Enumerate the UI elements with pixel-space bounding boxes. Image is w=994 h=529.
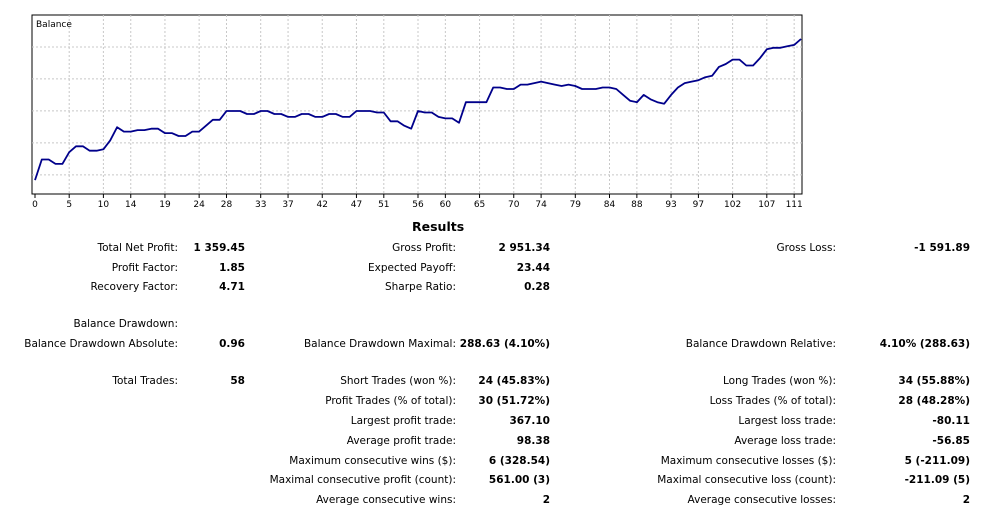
profit-factor-label: Profit Factor: <box>111 262 178 274</box>
largest-profit-trade-value: 367.10 <box>509 415 550 427</box>
profit-trades-value: 30 (51.72%) <box>478 395 550 407</box>
x-tick-label: 10 <box>98 200 110 210</box>
gross-profit-label: Gross Profit: <box>392 242 456 254</box>
sharpe-ratio-label: Sharpe Ratio: <box>384 281 456 293</box>
x-tick-label: 70 <box>508 200 520 210</box>
balance-drawdown-relative-label: Balance Drawdown Relative: <box>685 338 836 350</box>
x-tick-label: 14 <box>125 200 137 210</box>
sharpe-ratio-value: 0.28 <box>524 281 550 293</box>
profit-factor-value: 1.85 <box>219 262 245 274</box>
maximal-consecutive-loss-value: -211.09 (5) <box>904 474 970 486</box>
expected-payoff-label: Expected Payoff: <box>367 262 456 274</box>
max-consecutive-wins-value: 6 (328.54) <box>488 455 550 467</box>
gross-profit-value: 2 951.34 <box>498 242 550 254</box>
average-loss-trade-value: -56.85 <box>932 435 970 447</box>
x-tick-label: 93 <box>665 200 676 210</box>
x-tick-label: 88 <box>631 200 643 210</box>
short-trades-value: 24 (45.83%) <box>478 375 550 387</box>
x-tick-label: 37 <box>282 200 293 210</box>
average-consecutive-losses-value: 2 <box>962 494 970 506</box>
balance-drawdown-absolute-label: Balance Drawdown Absolute: <box>24 338 178 350</box>
x-tick-label: 51 <box>378 200 389 210</box>
x-tick-label: 28 <box>221 200 233 210</box>
max-consecutive-wins-label: Maximum consecutive wins ($): <box>289 455 456 467</box>
largest-loss-trade-value: -80.11 <box>932 415 970 427</box>
total-trades-value: 58 <box>230 375 245 387</box>
x-axis: 0 5 10 14 19 24 28 33 37 42 47 51 56 60 65 70 74 79 84 88 93… <box>32 194 803 210</box>
largest-profit-trade-label: Largest profit trade: <box>350 415 456 427</box>
long-trades-label: Long Trades (won %): <box>722 375 836 387</box>
average-profit-trade-label: Average profit trade: <box>346 435 456 447</box>
maximal-consecutive-loss-label: Maximal consecutive loss (count): <box>657 474 836 486</box>
total-net-profit-value: 1 359.45 <box>193 242 245 254</box>
x-tick-label: 33 <box>255 200 266 210</box>
average-profit-trade-value: 98.38 <box>516 435 550 447</box>
x-tick-label: 5 <box>66 200 72 210</box>
gross-loss-value: -1 591.89 <box>914 242 970 254</box>
x-tick-label: 24 <box>193 200 205 210</box>
recovery-factor-label: Recovery Factor: <box>90 281 178 293</box>
chart-title: Balance <box>36 20 72 30</box>
x-tick-label: 0 <box>32 200 38 210</box>
x-tick-label: 79 <box>570 200 582 210</box>
chart-frame <box>31 14 803 195</box>
gross-loss-label: Gross Loss: <box>776 242 837 254</box>
max-consecutive-losses-value: 5 (-211.09) <box>904 455 970 467</box>
loss-trades-label: Loss Trades (% of total): <box>709 395 836 407</box>
average-loss-trade-label: Average loss trade: <box>734 435 836 447</box>
balance-chart: 0 5 10 14 19 24 28 33 37 42 47 51 56 60 65 70 74 79 84 88 93… <box>31 14 803 210</box>
long-trades-value: 34 (55.88%) <box>898 375 970 387</box>
max-consecutive-losses-label: Maximum consecutive losses ($): <box>660 455 836 467</box>
recovery-factor-value: 4.71 <box>219 281 245 293</box>
short-trades-label: Short Trades (won %): <box>340 375 456 387</box>
x-tick-label: 107 <box>758 200 775 210</box>
maximal-consecutive-profit-label: Maximal consecutive profit (count): <box>269 474 456 486</box>
balance-drawdown-maximal-label: Balance Drawdown Maximal: <box>303 338 456 350</box>
x-tick-label: 42 <box>317 200 328 210</box>
x-tick-label: 84 <box>604 200 616 210</box>
profit-trades-label: Profit Trades (% of total): <box>325 395 456 407</box>
balance-drawdown-relative-value: 4.10% (288.63) <box>879 338 970 350</box>
maximal-consecutive-profit-value: 561.00 (3) <box>488 474 550 486</box>
balance-drawdown-absolute-value: 0.96 <box>219 338 245 350</box>
x-tick-label: 111 <box>786 200 803 210</box>
expected-payoff-value: 23.44 <box>516 262 550 274</box>
largest-loss-trade-label: Largest loss trade: <box>738 415 836 427</box>
x-tick-label: 60 <box>440 200 452 210</box>
balance-series-line <box>34 38 802 181</box>
balance-drawdown-label: Balance Drawdown: <box>73 318 178 330</box>
x-tick-label: 56 <box>412 200 424 210</box>
total-net-profit-label: Total Net Profit: <box>97 242 178 254</box>
x-tick-label: 19 <box>159 200 171 210</box>
balance-drawdown-maximal-value: 288.63 (4.10%) <box>459 338 550 350</box>
x-tick-label: 74 <box>535 200 547 210</box>
x-tick-label: 65 <box>474 200 485 210</box>
results-title: Results <box>412 219 465 234</box>
average-consecutive-wins-value: 2 <box>542 494 550 506</box>
average-consecutive-wins-label: Average consecutive wins: <box>316 494 456 506</box>
x-tick-label: 102 <box>724 200 741 210</box>
x-tick-label: 97 <box>693 200 704 210</box>
total-trades-label: Total Trades: <box>112 375 178 387</box>
average-consecutive-losses-label: Average consecutive losses: <box>687 494 836 506</box>
loss-trades-value: 28 (48.28%) <box>898 395 970 407</box>
x-tick-label: 47 <box>351 200 362 210</box>
chart-grid <box>32 15 802 194</box>
